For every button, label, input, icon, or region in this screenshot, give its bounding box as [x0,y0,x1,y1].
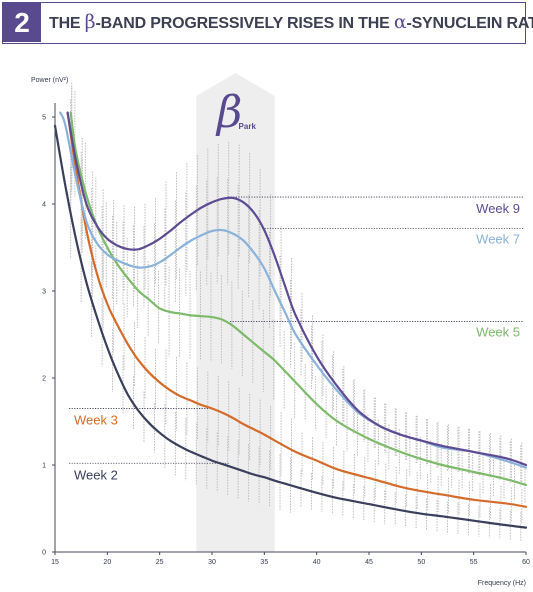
figure-number: 2 [3,3,41,42]
beta-band-sublabel: Park [239,122,257,131]
figure-header: 2 THE β-BAND PROGRESSIVELY RISES IN THE … [2,2,533,44]
y-tick-label: 4 [42,202,46,209]
x-tick-label: 50 [417,559,425,566]
title-part-2: -BAND PROGRESSIVELY RISES IN THE [95,15,394,32]
series-line [53,124,528,529]
x-tick-label: 55 [470,559,478,566]
x-axis-label: Frequency (Hz) [478,580,526,587]
x-tick-label: 25 [156,559,164,566]
x-tick-label: 15 [51,559,59,566]
beta-band-region [196,73,275,552]
y-tick-label: 5 [42,115,46,122]
y-tick-label: 2 [42,376,46,383]
series-label: Week 2 [74,467,118,482]
x-tick-label: 40 [313,559,321,566]
series-label: Week 5 [476,324,520,339]
series-line [66,111,528,508]
y-tick-label: 0 [42,550,46,557]
x-tick-label: 30 [208,559,216,566]
title-part-1: THE [49,15,85,32]
series-line [66,111,528,467]
series-label: Week 9 [476,201,520,216]
series-line [59,111,528,469]
series-label: Week 3 [74,412,118,427]
x-tick-label: 20 [103,559,111,566]
series-label: Week 7 [476,231,520,246]
x-tick-label: 60 [522,559,530,566]
title-alpha-symbol: α [393,11,407,33]
figure-title: THE β-BAND PROGRESSIVELY RISES IN THE α-… [49,3,533,42]
y-axis-label: Power (nV²) [31,77,68,84]
title-part-3: -SYNUCLEIN RAT [406,15,533,32]
beta-band-symbol: β [215,87,242,138]
x-tick-label: 35 [260,559,268,566]
x-tick-label: 45 [365,559,373,566]
y-tick-label: 3 [42,289,46,296]
title-beta-symbol: β [84,11,96,33]
series-line [69,111,528,487]
y-tick-label: 1 [42,463,46,470]
